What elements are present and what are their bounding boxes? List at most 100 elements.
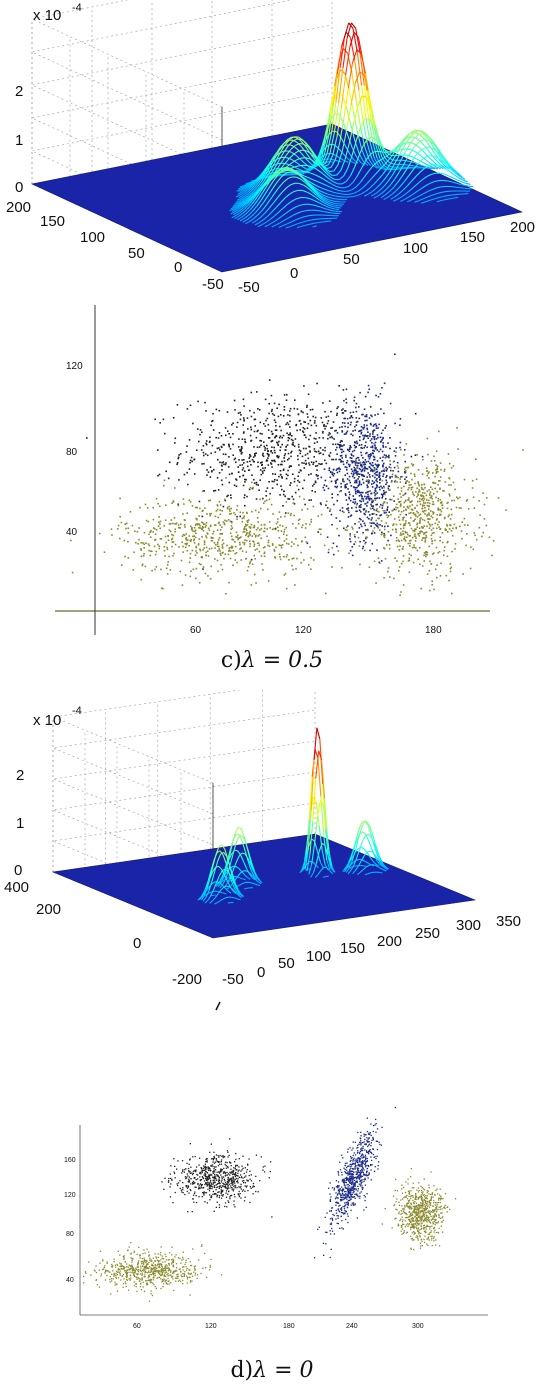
surface-mesh-line: [439, 160, 445, 166]
surface-mesh-line: [236, 216, 242, 221]
scatter-point: [209, 513, 211, 515]
scatter-point: [362, 474, 364, 476]
scatter-point: [224, 453, 227, 456]
surface-mesh-line: [285, 138, 291, 145]
scatter-point: [286, 432, 288, 434]
scatter-point: [375, 484, 378, 486]
scatter-point: [267, 508, 269, 511]
scatter-point: [403, 501, 406, 504]
scatter-point: [273, 459, 276, 462]
scatter-point: [461, 521, 463, 523]
surface-mesh-line: [352, 195, 358, 198]
scatter-point: [378, 511, 380, 513]
surface-mesh-line: [302, 220, 308, 223]
scatter-point: [405, 480, 407, 483]
scatter-point: [195, 1195, 197, 1197]
surface-mesh-line: [365, 864, 370, 868]
scatter-point: [183, 473, 186, 476]
scatter-point: [348, 465, 351, 468]
scatter-point: [181, 584, 184, 586]
scatter-point: [392, 524, 394, 526]
scatter-point: [355, 440, 358, 443]
surface-mesh-line: [215, 882, 220, 887]
surface-mesh-line: [286, 163, 291, 166]
scatter-point: [460, 530, 463, 532]
scatter-point: [393, 523, 395, 525]
scatter-point: [335, 429, 337, 432]
surface-mesh-line: [356, 858, 360, 861]
scatter-point: [359, 517, 361, 520]
surface-mesh-line: [287, 169, 292, 172]
surface-mesh-line: [239, 188, 244, 193]
scatter-point: [235, 479, 238, 481]
scatter-point: [374, 444, 376, 446]
scatter-point: [371, 470, 374, 472]
scatter-point: [374, 469, 376, 471]
scatter-point: [179, 453, 182, 455]
scatter-point: [220, 1191, 223, 1193]
x-tick-label: 300: [456, 917, 481, 934]
scatter-point: [443, 490, 445, 492]
scatter-point: [318, 463, 320, 465]
scatter-point: [205, 1174, 207, 1176]
scatter-point: [451, 592, 453, 595]
scatter-point: [255, 582, 257, 584]
surface-mesh-line: [397, 175, 403, 183]
scatter-point: [244, 438, 246, 441]
scatter-point: [435, 519, 438, 521]
scatter-point: [412, 561, 415, 564]
surface-mesh-line: [299, 182, 304, 186]
scatter-point: [362, 545, 364, 548]
scatter-point: [278, 475, 280, 478]
surface-mesh-line: [375, 168, 381, 175]
scatter-point: [370, 525, 372, 527]
scatter-point: [366, 505, 368, 507]
scatter-point: [222, 1194, 224, 1196]
scatter-point: [358, 509, 361, 512]
surface-mesh-line: [234, 882, 239, 890]
scatter-point: [353, 466, 355, 469]
surface-mesh-line: [242, 208, 248, 214]
scatter-point: [169, 1173, 171, 1175]
scatter-point: [369, 521, 371, 524]
scatter-point: [266, 417, 269, 420]
scatter-point: [459, 496, 461, 499]
scatter-point: [345, 433, 347, 435]
scatter-point: [446, 555, 449, 558]
scatter-point: [370, 414, 372, 417]
scatter-point: [295, 424, 297, 427]
scatter-point: [219, 1154, 221, 1157]
scatter-point: [427, 521, 429, 523]
surface-mesh-line: [314, 157, 320, 163]
scatter-point: [172, 541, 175, 543]
scatter-point: [208, 441, 211, 443]
scatter-point: [254, 549, 257, 551]
scatter-point: [143, 543, 145, 546]
scatter-point: [191, 1173, 194, 1176]
scatter-point: [435, 472, 438, 475]
scatter-point: [354, 481, 356, 484]
scatter-point: [193, 473, 196, 475]
scatter-point: [359, 439, 361, 442]
scatter-point: [471, 479, 474, 482]
surface-mesh-line: [244, 188, 250, 193]
scatter-point: [206, 1183, 208, 1186]
surface-mesh-line: [338, 189, 344, 192]
scatter-point: [365, 441, 367, 444]
surface-mesh-line: [375, 139, 382, 146]
scatter-point: [205, 536, 208, 539]
surface-mesh-line: [388, 153, 394, 161]
scatter-point: [285, 526, 287, 529]
surface-mesh-line: [259, 201, 265, 209]
scatter-point: [221, 1179, 223, 1181]
scatter-point: [406, 533, 409, 536]
scatter-point: [344, 484, 347, 487]
scatter-point: [373, 508, 375, 511]
scatter-point: [376, 503, 378, 506]
scatter-point: [234, 1179, 236, 1181]
scatter-point: [428, 471, 430, 473]
scatter-point: [247, 536, 250, 538]
scatter-point: [195, 523, 197, 525]
scatter-point: [188, 1192, 190, 1194]
scatter-point: [270, 462, 272, 464]
